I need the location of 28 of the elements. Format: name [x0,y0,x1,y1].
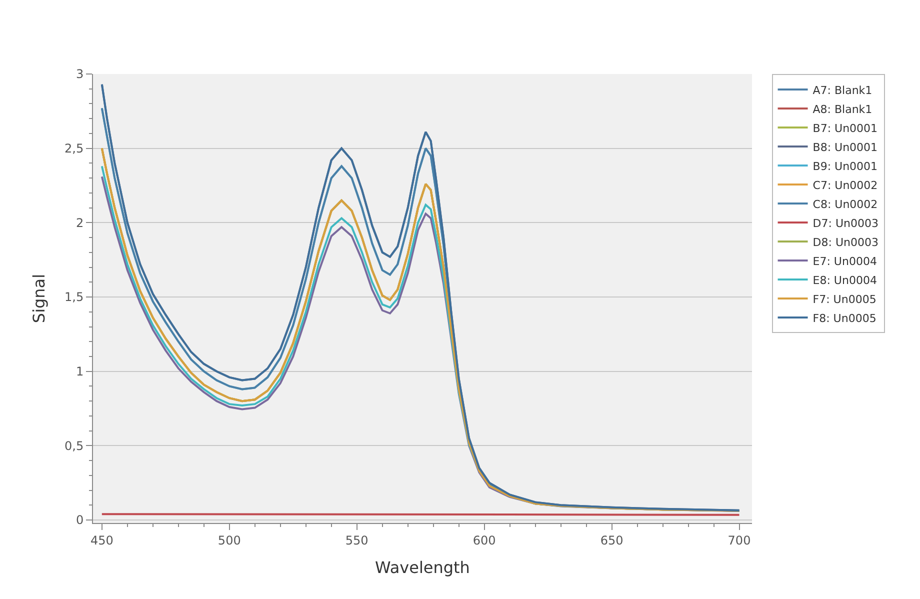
legend-label: A7: Blank1 [812,84,872,97]
legend-label: E7: Un0004 [812,254,877,268]
x-tick-label: 600 [472,533,496,548]
y-tick-label: 1,5 [64,290,84,304]
x-tick-label: 500 [218,533,241,548]
x-tick-label: 450 [90,533,114,548]
legend-label: F7: Un0005 [812,292,876,306]
legend-label: F8: Un0005 [812,312,876,325]
legend-label: D7: Un0003 [812,216,878,230]
legend-label: B9: Un0001 [812,160,878,173]
legend-label: B7: Un0001 [812,122,878,135]
y-tick-label: 3 [76,67,84,82]
x-axis-title: Wavelength [375,558,470,578]
legend-label: C8: Un0002 [812,198,878,211]
legend-label: D8: Un0003 [812,236,878,249]
legend-label: C7: Un0002 [812,178,878,192]
x-tick-label: 650 [600,533,624,548]
x-tick-label: 700 [728,533,751,548]
y-tick-label: 1 [76,364,84,379]
legend-label: E8: Un0004 [812,274,877,287]
y-tick-label: 0 [76,513,84,528]
legend-label: A8: Blank1 [812,102,872,116]
y-tick-label: 2 [76,216,84,230]
y-tick-label: 2,5 [64,142,84,156]
y-tick-label: 0,5 [64,438,84,453]
legend-label: B8: Un0001 [812,140,878,154]
x-tick-label: 550 [345,533,368,548]
y-axis-title: Signal [29,274,48,324]
